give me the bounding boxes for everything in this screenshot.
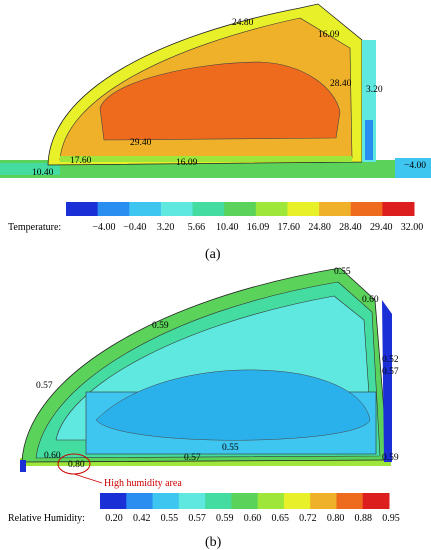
colorbar-tick-label: 32.00 [401,222,424,233]
colorbar-swatch [257,493,285,509]
contour-label: 3.20 [366,85,383,95]
core-a-hot [99,61,341,141]
contour-label: 29.40 [130,138,152,148]
colorbar-swatch [129,202,162,216]
ground-left [0,163,60,175]
colorbar-tick-label: 0.95 [382,513,400,524]
right-wall-b [382,300,392,462]
ground-b [20,458,391,466]
colorbar-tick-label: 16.09 [247,222,270,233]
contour-label: 10.40 [32,168,54,178]
colorbar-swatch [100,493,127,509]
colorbar-swatch [224,202,257,216]
contour-label: 24.80 [232,18,254,28]
colorbar-swatch [66,202,99,216]
colorbar-tick-label: 0.59 [216,513,234,524]
colorbar-swatch [319,202,352,216]
contour-label: −4.00 [404,161,426,171]
colorbar-tick-label: 0.55 [161,513,179,524]
panel-b-caption: (b) [205,535,222,550]
left-foot-b [20,460,26,472]
colorbar-swatch [126,493,154,509]
colorbar-tick-label: −0.40 [123,222,146,233]
colorbar-tick-label: 0.42 [133,513,151,524]
colorbar-tick-label: 0.88 [355,513,373,524]
contour-label: 16.09 [318,30,340,40]
contour-label: 0.60 [362,295,379,305]
colorbar-tick-label: 3.20 [157,222,175,233]
floor-a [60,156,352,162]
colorbar-tick-label: 0.80 [327,513,345,524]
colorbar-swatch [362,493,390,509]
contour-label: 0.52 [382,355,399,365]
contour-label: 0.57 [382,367,399,377]
core-b [95,369,371,441]
colorbar-tick-label: 0.60 [244,513,262,524]
colorbar-swatch [178,493,206,509]
colorbar-swatch [231,493,259,509]
contour-label: 0.55 [334,267,351,277]
colorbar-swatch [97,202,130,216]
right-wall-a-cold [365,120,373,160]
colorbar-tick-label: 10.40 [216,222,239,233]
colorbar-tick-label: 0.72 [299,513,317,524]
colorbar-swatch [287,202,320,216]
contour-label: 0.59 [382,453,399,463]
colorbar-swatch [310,493,337,509]
colorbar-swatch [283,493,311,509]
colorbar-tick-label: −4.00 [92,222,115,233]
colorbar-swatch [192,202,225,216]
colorbar-b-title: Relative Humidity: [8,513,85,524]
panel-a-temperature-map: 24.80 16.09 28.40 3.20 29.40 17.60 16.09… [0,3,431,178]
contour-label: 0.80 [68,460,85,470]
colorbar-swatch [160,202,194,216]
contour-label: 0.60 [44,451,61,461]
contour-label: 0.55 [222,443,239,453]
colorbar-tick-label: 28.40 [339,222,362,233]
high-humidity-label: High humidity area [104,478,182,489]
ground-right-cold [395,158,431,178]
colorbar-swatch [350,202,383,216]
contour-label: 0.57 [184,453,201,463]
colorbar-tick-label: 29.40 [370,222,393,233]
colorbar-a-title: Temperature: [8,222,61,233]
panel-a-caption: (a) [205,247,221,262]
contour-label: 0.59 [152,321,169,331]
colorbar-swatch [152,493,180,509]
colorbar-swatch [255,202,288,216]
colorbar-swatch [205,493,232,509]
colorbar-tick-label: 0.65 [271,513,289,524]
annotation-leader [73,473,103,484]
colorbar-tick-label: 0.57 [188,513,206,524]
panel-b-humidity-map: 0.55 0.60 0.59 0.52 0.57 0.57 0.55 0.60 … [20,267,399,489]
colorbar-b: Relative Humidity: 0.20 0.42 0.55 0.57 0.59 0… [8,493,400,524]
colorbar-tick-label: 17.60 [278,222,301,233]
colorbar-swatch [382,202,415,216]
contour-label: 17.60 [70,156,92,166]
colorbar-a: Temperature: −4.00 −0.40 3.20 5.66 10.40 16.0… [8,202,423,233]
colorbar-tick-label: 0.20 [105,513,123,524]
colorbar-tick-label: 5.66 [188,222,206,233]
contour-label: 16.09 [176,158,198,168]
contour-label: 28.40 [330,79,352,89]
contour-label: 0.57 [36,381,53,391]
colorbar-swatch [336,493,364,509]
colorbar-tick-label: 24.80 [308,222,331,233]
